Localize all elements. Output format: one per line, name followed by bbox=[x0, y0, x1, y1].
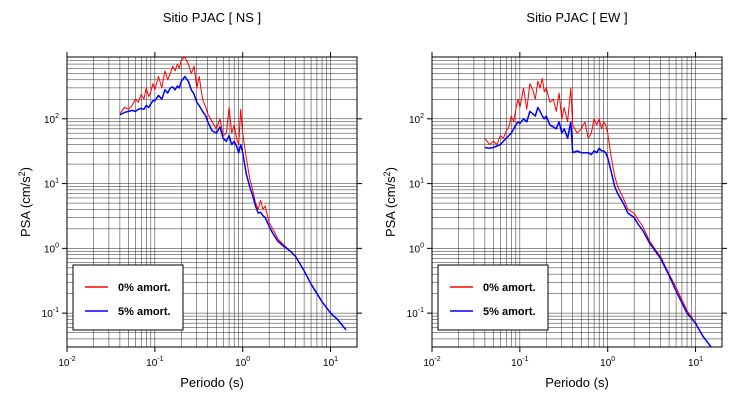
x-tick-label: 101 bbox=[323, 356, 338, 369]
x-tick-label-exponent: 1 bbox=[334, 356, 338, 363]
legend-label: 5% amort. bbox=[483, 306, 536, 318]
x-tick-label-exponent: -2 bbox=[69, 356, 75, 363]
chart-title: Sitio PJAC [ NS ] bbox=[163, 10, 261, 25]
y-tick-label-exponent: 1 bbox=[55, 178, 59, 185]
y-tick-label-base: 10 bbox=[409, 115, 421, 126]
y-tick-label: 102 bbox=[44, 113, 59, 126]
axis-ticks bbox=[62, 52, 362, 352]
y-tick-label-exponent: 1 bbox=[420, 178, 424, 185]
y-tick-label: 100 bbox=[409, 242, 424, 255]
x-tick-label-base: 10 bbox=[235, 358, 247, 369]
series-line-amort-0 bbox=[484, 77, 712, 347]
series-line-amort-0 bbox=[119, 57, 347, 331]
y-tick-label-exponent: 0 bbox=[420, 242, 424, 249]
x-tick-label-base: 10 bbox=[58, 358, 70, 369]
series-line-amort-5 bbox=[119, 75, 347, 331]
y-axis-label-end: ) bbox=[383, 167, 398, 171]
x-tick-label: 10-1 bbox=[146, 356, 163, 369]
x-axis-label: Periodo (s) bbox=[545, 375, 609, 390]
x-tick-label-base: 10 bbox=[511, 358, 523, 369]
y-axis-label-main: PSA (cm/s bbox=[18, 176, 33, 237]
y-tick-label: 10-1 bbox=[407, 307, 424, 320]
plot-frame bbox=[431, 56, 723, 348]
y-tick-label-base: 10 bbox=[409, 180, 421, 191]
legend: 0% amort. 5% amort. bbox=[437, 264, 549, 331]
y-tick-label-base: 10 bbox=[409, 244, 421, 255]
x-tick-label: 101 bbox=[688, 356, 703, 369]
x-tick-label-base: 10 bbox=[600, 358, 612, 369]
y-tick-label-exponent: -1 bbox=[53, 307, 59, 314]
y-tick-label: 101 bbox=[44, 178, 59, 191]
x-tick-label-base: 10 bbox=[323, 358, 335, 369]
x-tick-label: 10-1 bbox=[511, 356, 528, 369]
legend: 0% amort. 5% amort. bbox=[72, 264, 184, 331]
x-tick-label-base: 10 bbox=[423, 358, 435, 369]
x-tick-label-base: 10 bbox=[688, 358, 700, 369]
y-tick-label: 10-1 bbox=[42, 307, 59, 320]
y-axis-label-main: PSA (cm/s bbox=[383, 176, 398, 237]
legend-box bbox=[437, 264, 549, 331]
y-tick-label-exponent: 2 bbox=[420, 113, 424, 120]
grid bbox=[66, 56, 358, 348]
y-tick-label-exponent: -1 bbox=[418, 307, 424, 314]
y-tick-label-base: 10 bbox=[42, 309, 54, 320]
legend-label: 5% amort. bbox=[118, 306, 171, 318]
series-line-amort-5 bbox=[484, 106, 712, 347]
x-tick-label-exponent: 0 bbox=[611, 356, 615, 363]
y-axis-label: PSA (cm/s2) bbox=[382, 167, 398, 237]
legend-box bbox=[72, 264, 184, 331]
y-axis-label-exponent: 2 bbox=[382, 171, 392, 176]
y-tick-label-base: 10 bbox=[407, 309, 419, 320]
axis-ticks bbox=[427, 52, 727, 352]
x-tick-label: 10-2 bbox=[58, 356, 75, 369]
series-group bbox=[484, 77, 712, 347]
x-tick-label-exponent: -1 bbox=[157, 356, 163, 363]
plot-frame bbox=[66, 56, 358, 348]
x-tick-label: 10-2 bbox=[423, 356, 440, 369]
y-tick-label-exponent: 0 bbox=[55, 242, 59, 249]
x-axis-label: Periodo (s) bbox=[180, 375, 244, 390]
x-tick-label-exponent: -2 bbox=[434, 356, 440, 363]
y-tick-label-exponent: 2 bbox=[55, 113, 59, 120]
chart-title: Sitio PJAC [ EW ] bbox=[526, 10, 627, 25]
x-tick-label: 100 bbox=[600, 356, 615, 369]
y-tick-label: 101 bbox=[409, 178, 424, 191]
y-tick-label-base: 10 bbox=[44, 115, 56, 126]
x-tick-label-exponent: 0 bbox=[246, 356, 250, 363]
y-axis-label: PSA (cm/s2) bbox=[17, 167, 33, 237]
y-tick-label: 100 bbox=[44, 242, 59, 255]
series-group bbox=[119, 57, 347, 331]
y-tick-label-base: 10 bbox=[44, 180, 56, 191]
x-tick-label-exponent: -1 bbox=[522, 356, 528, 363]
x-tick-label-base: 10 bbox=[146, 358, 158, 369]
legend-label: 0% amort. bbox=[118, 282, 171, 294]
legend-label: 0% amort. bbox=[483, 282, 536, 294]
y-tick-label: 102 bbox=[409, 113, 424, 126]
y-axis-label-exponent: 2 bbox=[17, 171, 27, 176]
x-tick-label-exponent: 1 bbox=[699, 356, 703, 363]
y-axis-label-end: ) bbox=[18, 167, 33, 171]
y-tick-label-base: 10 bbox=[44, 244, 56, 255]
x-tick-label: 100 bbox=[235, 356, 250, 369]
